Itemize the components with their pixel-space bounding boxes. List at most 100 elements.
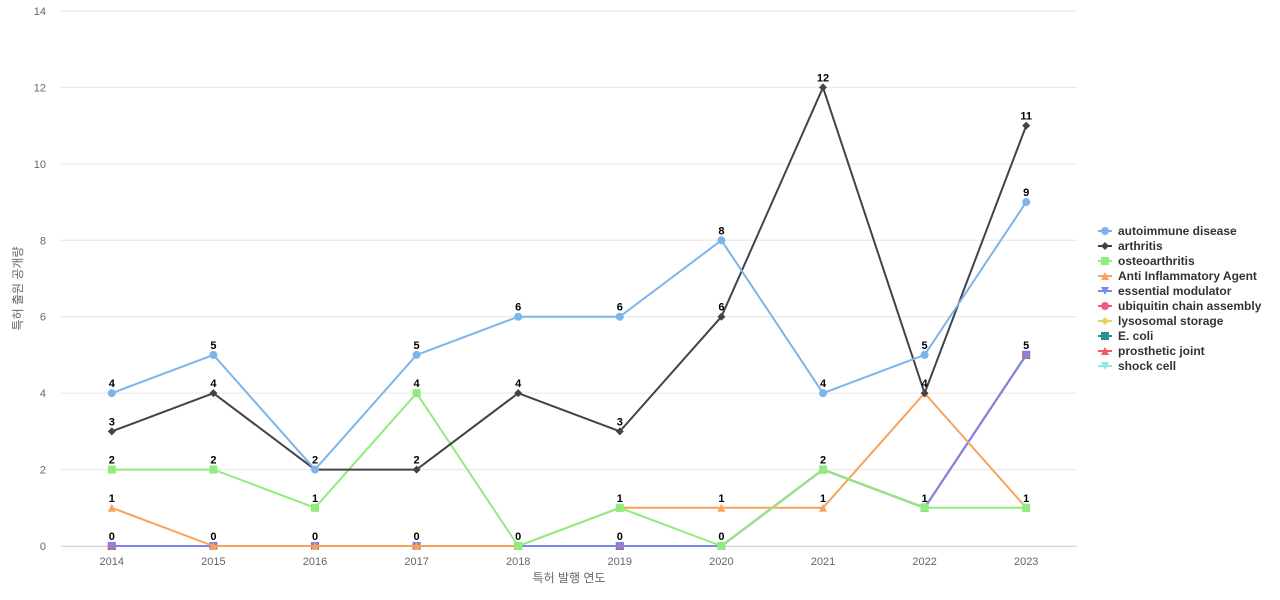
legend-item-osteoarthritis[interactable]: osteoarthritis [1098,254,1195,268]
data-label-anti-inflammatory-agent: 1 [109,493,115,505]
data-point-autoimmune-disease [717,236,726,245]
legend-label: arthritis [1118,239,1163,253]
data-label-autoimmune-disease: 5 [414,340,420,352]
y-tick-label: 10 [34,159,46,171]
legend-item-essential-modulator[interactable]: essential modulator [1098,284,1232,298]
data-point-osteoarthritis [514,542,523,550]
data-label-arthritis: 3 [109,416,115,428]
data-point-autoimmune-disease [1022,198,1031,207]
y-tick-label: 14 [34,6,46,18]
data-point-osteoarthritis [209,465,218,474]
data-label-autoimmune-disease: 6 [515,302,521,314]
data-label-arthritis: 6 [718,302,724,314]
x-tick-label: 2020 [709,556,733,568]
data-point-arthritis [920,389,929,398]
data-label-anti-inflammatory-agent: 1 [718,493,724,505]
data-label-arthritis: 4 [515,378,522,390]
data-point-arthritis [107,427,116,436]
y-tick-label: 12 [34,82,46,94]
series-line-e-coli [110,353,1028,547]
x-tick-label: 2021 [811,556,835,568]
legend-marker [1101,332,1109,340]
x-tick-label: 2016 [303,556,327,568]
series-line-shock-cell [110,353,1028,547]
data-point-arthritis [209,389,218,398]
data-label-shock-cell: 0 [515,531,521,543]
legend-item-arthritis[interactable]: arthritis [1098,239,1163,253]
legend-marker [1101,257,1109,265]
legend-marker [1101,272,1109,280]
legend-item-lysosomal-storage[interactable]: lysosomal storage [1098,314,1224,328]
data-label-shock-cell: 1 [922,493,928,505]
data-point-autoimmune-disease [819,389,827,398]
data-label-anti-inflammatory-agent: 1 [1023,493,1029,505]
data-point-osteoarthritis [412,389,421,398]
data-point-osteoarthritis [615,503,624,512]
legend-label: ubiquitin chain assembly [1118,299,1262,313]
legend-item-e-coli[interactable]: E. coli [1098,329,1153,343]
legend-marker [1101,227,1109,235]
legend-item-prosthetic-joint[interactable]: prosthetic joint [1098,344,1205,358]
data-label-osteoarthritis: 2 [210,455,216,467]
series-e-coli [107,350,1031,550]
data-point-anti-inflammatory-agent [209,542,218,550]
x-tick-label: 2019 [608,556,632,568]
legend-label: lysosomal storage [1118,314,1224,328]
data-point-anti-inflammatory-agent [819,503,827,512]
data-label-osteoarthritis: 2 [109,455,115,467]
series-prosthetic-joint [107,350,1031,550]
series-line-arthritis [110,86,1028,471]
series-lines [107,83,1031,550]
data-point-autoimmune-disease [920,350,929,359]
series-line-autoimmune-disease [110,201,1028,471]
series-osteoarthritis [107,389,1031,550]
series-line-osteoarthritis [110,392,1028,547]
series-ubiquitin-chain-assembly [107,350,1031,550]
data-label-autoimmune-disease: 4 [109,378,116,390]
y-tick-label: 0 [40,541,46,553]
data-label-osteoarthritis: 1 [617,493,623,505]
data-point-autoimmune-disease [514,312,523,321]
legend-item-ubiquitin-chain-assembly[interactable]: ubiquitin chain assembly [1098,299,1262,313]
legend-item-anti-inflammatory-agent[interactable]: Anti Inflammatory Agent [1098,269,1257,283]
x-tick-label: 2014 [100,556,124,568]
data-point-autoimmune-disease [412,350,421,359]
y-tick-label: 8 [40,235,46,247]
data-point-arthritis [1022,121,1031,130]
y-axis-title: 특허 출원 공개량 [11,247,25,331]
data-label-arthritis: 2 [414,455,420,467]
data-label-osteoarthritis: 1 [312,493,318,505]
legend-item-shock-cell[interactable]: shock cell [1098,359,1176,373]
data-label-autoimmune-disease: 4 [820,378,827,390]
data-point-autoimmune-disease [311,465,319,474]
data-label-autoimmune-disease: 5 [922,340,928,352]
data-label-shock-cell: 0 [312,531,318,543]
data-label-arthritis: 11 [1020,111,1032,123]
data-point-essential-modulator [615,542,624,550]
legend-label: essential modulator [1118,284,1232,298]
data-label-shock-cell: 0 [617,531,623,543]
data-point-osteoarthritis [1022,503,1031,512]
legend-item-autoimmune-disease[interactable]: autoimmune disease [1098,224,1237,238]
data-point-arthritis [615,427,624,436]
legend-marker [1101,287,1109,295]
data-point-anti-inflammatory-agent [717,503,726,512]
legend-label: autoimmune disease [1118,224,1237,238]
data-label-autoimmune-disease: 2 [312,455,318,467]
data-point-osteoarthritis [107,465,116,474]
data-point-autoimmune-disease [209,350,218,359]
data-label-autoimmune-disease: 6 [617,302,623,314]
data-label-arthritis: 3 [617,416,623,428]
y-tick-label: 6 [40,312,46,324]
series-arthritis [107,83,1031,474]
data-label-autoimmune-disease: 8 [718,225,724,237]
data-label-arthritis: 4 [922,378,929,390]
data-point-anti-inflammatory-agent [311,542,319,550]
data-label-shock-cell: 2 [820,455,826,467]
data-label-autoimmune-disease: 5 [210,340,216,352]
series-shock-cell [107,350,1031,550]
legend-label: osteoarthritis [1118,254,1195,268]
